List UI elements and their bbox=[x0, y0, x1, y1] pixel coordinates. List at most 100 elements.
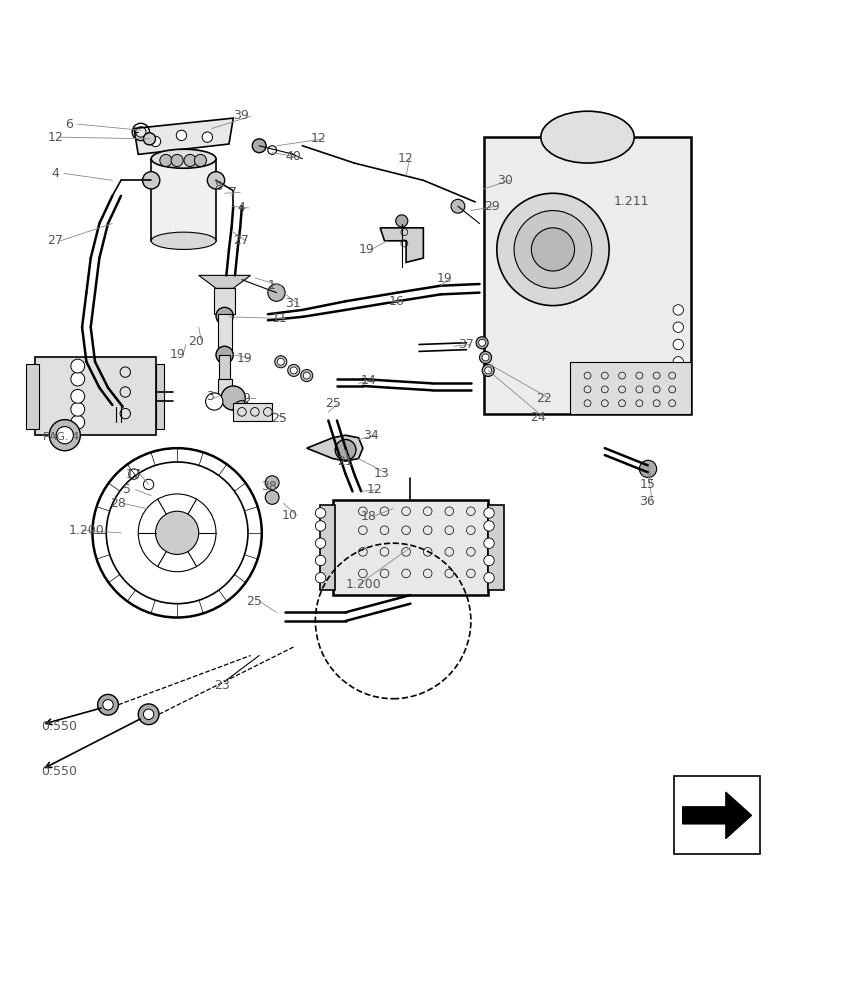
Text: 1.211: 1.211 bbox=[613, 195, 649, 208]
Circle shape bbox=[673, 374, 683, 384]
Circle shape bbox=[265, 490, 279, 504]
Ellipse shape bbox=[151, 149, 216, 168]
Circle shape bbox=[396, 215, 408, 227]
Bar bbox=[218, 314, 232, 353]
Circle shape bbox=[301, 370, 313, 382]
Text: 19: 19 bbox=[237, 352, 252, 365]
Circle shape bbox=[315, 555, 326, 566]
Circle shape bbox=[71, 402, 85, 416]
Ellipse shape bbox=[541, 111, 634, 163]
Text: 12: 12 bbox=[366, 483, 382, 496]
Text: 24: 24 bbox=[530, 411, 546, 424]
Bar bbox=[219, 355, 230, 379]
Bar bbox=[151, 159, 216, 241]
Circle shape bbox=[482, 354, 489, 361]
Circle shape bbox=[476, 337, 488, 349]
Circle shape bbox=[497, 193, 609, 306]
Circle shape bbox=[138, 704, 159, 725]
Polygon shape bbox=[683, 792, 752, 839]
Circle shape bbox=[98, 694, 118, 715]
Text: 14: 14 bbox=[361, 374, 377, 387]
Text: 0.550: 0.550 bbox=[41, 765, 78, 778]
Circle shape bbox=[484, 508, 494, 518]
Circle shape bbox=[56, 427, 73, 444]
Bar bbox=[233, 403, 272, 421]
Circle shape bbox=[71, 415, 85, 429]
Circle shape bbox=[484, 521, 494, 531]
Circle shape bbox=[252, 139, 266, 153]
Circle shape bbox=[221, 386, 245, 410]
Circle shape bbox=[275, 356, 287, 368]
Circle shape bbox=[673, 391, 683, 402]
Text: 13: 13 bbox=[373, 467, 389, 480]
Circle shape bbox=[268, 284, 285, 301]
Text: 37: 37 bbox=[458, 338, 473, 351]
Text: 12: 12 bbox=[397, 152, 413, 165]
Circle shape bbox=[315, 508, 326, 518]
Circle shape bbox=[303, 372, 310, 379]
Bar bbox=[320, 505, 335, 590]
Text: 30: 30 bbox=[497, 174, 512, 187]
Circle shape bbox=[194, 154, 206, 166]
Text: 16: 16 bbox=[389, 295, 404, 308]
Text: 27: 27 bbox=[48, 234, 63, 247]
Circle shape bbox=[216, 346, 233, 363]
Bar bbox=[333, 500, 488, 595]
Circle shape bbox=[105, 396, 126, 417]
Text: 28: 28 bbox=[111, 497, 126, 510]
Text: 23: 23 bbox=[214, 679, 230, 692]
Circle shape bbox=[315, 521, 326, 531]
Text: 1.200: 1.200 bbox=[69, 524, 105, 537]
Text: 15: 15 bbox=[639, 478, 655, 491]
Text: 12: 12 bbox=[48, 131, 63, 144]
Circle shape bbox=[673, 339, 683, 350]
Circle shape bbox=[71, 372, 85, 386]
Text: 20: 20 bbox=[188, 335, 204, 348]
Circle shape bbox=[673, 322, 683, 332]
Bar bbox=[26, 364, 39, 429]
Bar bbox=[218, 379, 232, 396]
Text: 27: 27 bbox=[233, 234, 249, 247]
Circle shape bbox=[143, 133, 156, 145]
Circle shape bbox=[202, 132, 213, 142]
Text: 6: 6 bbox=[65, 118, 73, 131]
Circle shape bbox=[160, 154, 172, 166]
Text: 38: 38 bbox=[261, 480, 276, 493]
Text: 4: 4 bbox=[52, 167, 60, 180]
Text: 39: 39 bbox=[233, 109, 249, 122]
Circle shape bbox=[514, 211, 592, 288]
Circle shape bbox=[216, 307, 233, 325]
Text: 5: 5 bbox=[123, 483, 130, 496]
Bar bbox=[156, 364, 164, 429]
Text: 11: 11 bbox=[272, 312, 288, 325]
Text: 12: 12 bbox=[311, 132, 327, 145]
Text: 8: 8 bbox=[214, 180, 222, 193]
Text: 31: 31 bbox=[285, 297, 301, 310]
Circle shape bbox=[206, 393, 223, 410]
Circle shape bbox=[480, 351, 492, 363]
Circle shape bbox=[49, 420, 80, 451]
Text: 19: 19 bbox=[359, 243, 374, 256]
Circle shape bbox=[482, 364, 494, 376]
Circle shape bbox=[673, 357, 683, 367]
Circle shape bbox=[639, 460, 657, 478]
Text: 29: 29 bbox=[484, 200, 499, 213]
Circle shape bbox=[451, 199, 465, 213]
Text: 25: 25 bbox=[246, 595, 262, 608]
Circle shape bbox=[485, 367, 492, 374]
Circle shape bbox=[484, 555, 494, 566]
Bar bbox=[570, 362, 691, 414]
Polygon shape bbox=[307, 435, 363, 461]
Circle shape bbox=[335, 440, 356, 460]
Text: 1.200: 1.200 bbox=[346, 578, 381, 591]
Circle shape bbox=[484, 573, 494, 583]
Text: 4: 4 bbox=[238, 201, 245, 214]
Text: 40: 40 bbox=[285, 150, 301, 163]
Circle shape bbox=[184, 154, 196, 166]
Circle shape bbox=[479, 339, 486, 346]
Circle shape bbox=[290, 367, 297, 374]
Text: 1: 1 bbox=[268, 279, 276, 292]
Circle shape bbox=[150, 136, 161, 147]
Text: 10: 10 bbox=[282, 509, 297, 522]
Text: 21: 21 bbox=[337, 455, 353, 468]
